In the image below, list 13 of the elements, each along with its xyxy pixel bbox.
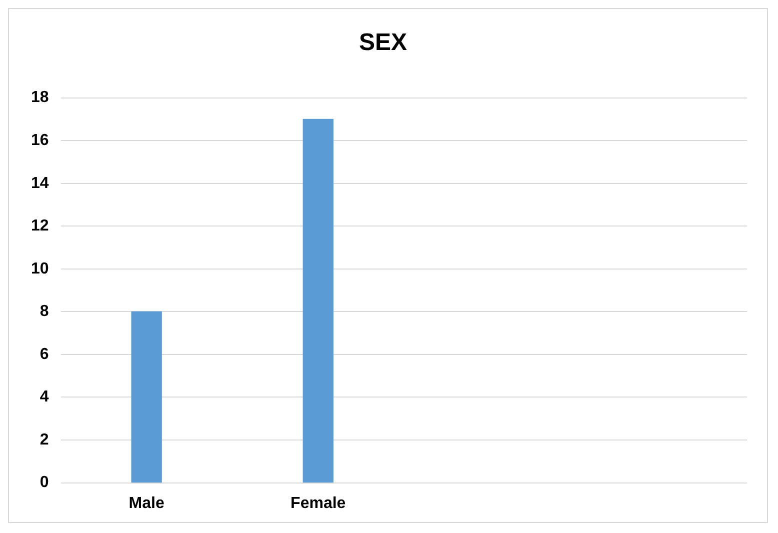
y-tick-label: 4 xyxy=(40,388,49,406)
y-tick-label: 12 xyxy=(31,218,49,235)
y-tick-label: 18 xyxy=(31,89,49,106)
chart-title: SEX xyxy=(358,29,408,56)
y-tick-label: 16 xyxy=(31,132,49,149)
y-tick-label: 14 xyxy=(31,174,49,192)
y-tick-label: 0 xyxy=(40,474,49,492)
y-tick-label: 10 xyxy=(31,260,49,278)
y-tick-label: 8 xyxy=(40,303,49,320)
x-tick-label: Female xyxy=(290,494,346,512)
x-tick-label: Male xyxy=(128,494,164,512)
y-tick-label: 6 xyxy=(40,346,49,363)
y-tick-label: 2 xyxy=(40,431,49,448)
